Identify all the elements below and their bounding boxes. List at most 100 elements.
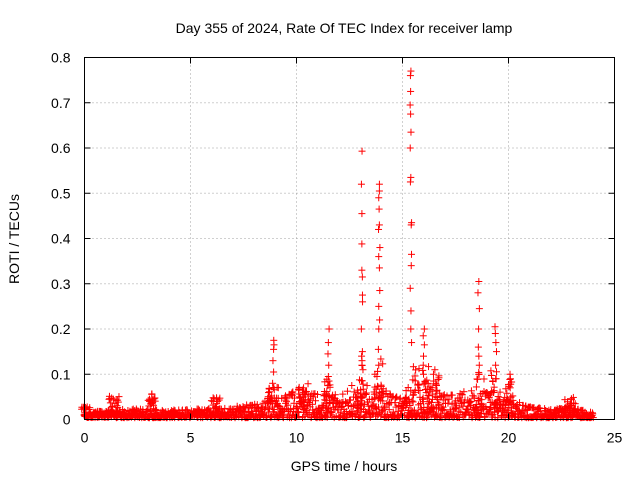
data-point [419, 332, 427, 340]
data-point [484, 409, 492, 417]
x-tick-label: 0 [81, 430, 89, 446]
data-point [472, 383, 480, 391]
data-point [421, 378, 429, 386]
data-point [325, 325, 333, 333]
data-point [372, 390, 380, 398]
data-point [467, 387, 475, 395]
data-point [324, 339, 332, 347]
data-point [561, 404, 569, 412]
y-tick-label: 0.6 [51, 140, 71, 156]
data-point [477, 399, 485, 407]
data-point [321, 390, 329, 398]
data-point [488, 398, 496, 406]
data-point [505, 382, 513, 390]
data-point [407, 221, 415, 229]
x-tick-label: 5 [187, 430, 195, 446]
data-point [369, 408, 377, 416]
data-point [371, 404, 379, 412]
data-point [497, 412, 505, 420]
data-point [270, 345, 278, 353]
data-point [146, 396, 154, 404]
data-point [492, 399, 500, 407]
data-point [375, 361, 383, 369]
data-point [401, 394, 409, 402]
data-point [492, 339, 500, 347]
data-point [268, 392, 276, 400]
data-point [423, 376, 431, 384]
data-point [571, 400, 579, 408]
data-point [496, 396, 504, 404]
data-point [322, 396, 330, 404]
data-point [376, 287, 384, 295]
data-point [325, 361, 333, 369]
data-point [323, 375, 331, 383]
data-point [348, 382, 356, 390]
data-point [472, 404, 480, 412]
data-point [114, 403, 122, 411]
data-point [378, 393, 386, 401]
data-point [493, 401, 501, 409]
data-point [475, 352, 483, 360]
data-point [291, 394, 299, 402]
data-point [375, 253, 383, 261]
data-point [419, 366, 427, 374]
data-point [407, 110, 415, 118]
data-point [490, 387, 498, 395]
data-point [424, 400, 432, 408]
data-point [194, 405, 202, 413]
data-point [405, 398, 413, 406]
data-point [314, 391, 322, 399]
data-point [480, 375, 488, 383]
x-tick-label: 20 [501, 430, 517, 446]
data-point [466, 398, 474, 406]
data-point [357, 386, 365, 394]
data-point [458, 391, 466, 399]
data-point [266, 405, 274, 413]
data-point [507, 393, 515, 401]
data-point [371, 394, 379, 402]
data-point [303, 388, 311, 396]
y-tick-label: 0.4 [51, 231, 71, 247]
data-point [351, 413, 359, 421]
data-point [489, 377, 497, 385]
data-point [357, 402, 365, 410]
data-point [491, 330, 499, 338]
data-point [375, 187, 383, 195]
data-point [416, 386, 424, 394]
data-point [379, 397, 387, 405]
data-point [358, 377, 366, 385]
data-point [409, 363, 417, 371]
data-point [264, 403, 272, 411]
data-point [408, 339, 416, 347]
data-point [375, 264, 383, 272]
data-point [492, 368, 500, 376]
data-point [462, 409, 470, 417]
data-point [425, 363, 433, 371]
data-point [269, 357, 277, 365]
data-point [564, 398, 572, 406]
data-point [492, 348, 500, 356]
y-tick-label: 0.1 [51, 366, 71, 382]
data-point [371, 383, 379, 391]
data-point [429, 370, 437, 378]
data-point [420, 370, 428, 378]
data-point [253, 401, 261, 409]
data-point [379, 360, 387, 368]
data-point [391, 399, 399, 407]
data-point [375, 205, 383, 213]
data-point [402, 399, 410, 407]
data-point [404, 384, 412, 392]
y-tick-label: 0.3 [51, 276, 71, 292]
data-point [428, 398, 436, 406]
data-point [262, 412, 270, 420]
data-point [292, 404, 300, 412]
data-point [487, 372, 495, 380]
data-point [358, 362, 366, 370]
x-tick-label: 15 [395, 430, 411, 446]
data-point [565, 403, 573, 411]
data-point [398, 410, 406, 418]
data-point [270, 368, 278, 376]
data-point [475, 368, 483, 376]
data-point [425, 388, 433, 396]
